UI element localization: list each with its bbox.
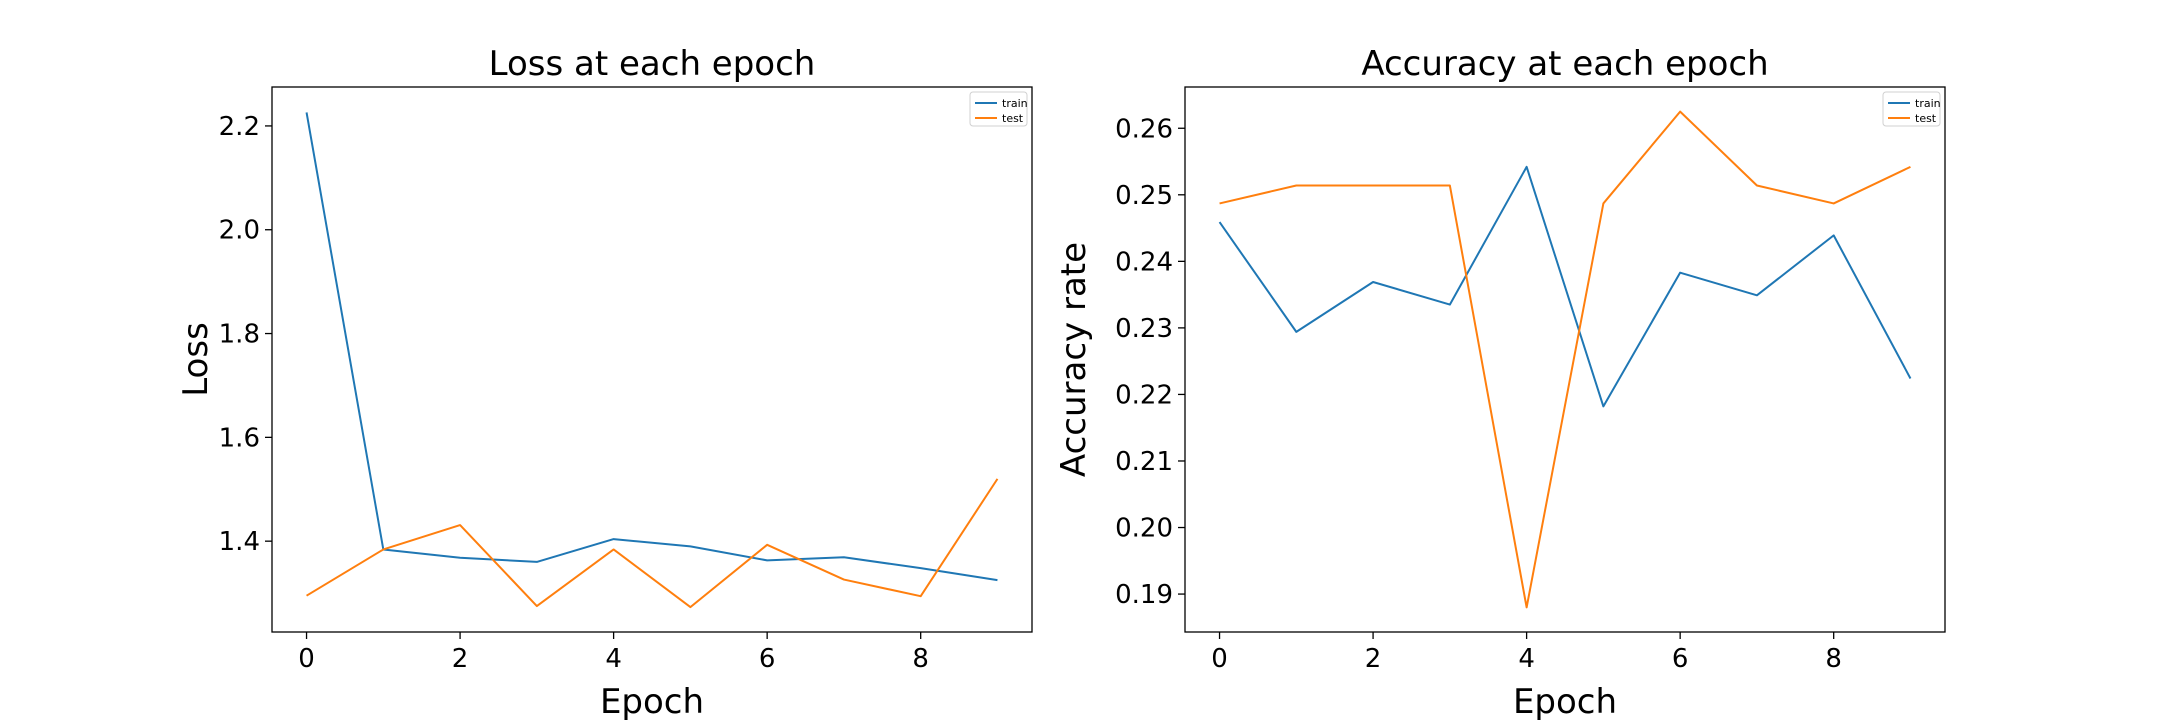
accuracy-x-tick-label: 0 (1211, 644, 1228, 674)
accuracy-y-tick-label: 0.22 (1115, 380, 1173, 410)
loss-y-axis-title: Loss (176, 322, 216, 397)
loss-y-tick-label: 2.0 (219, 216, 260, 246)
accuracy-x-tick-label: 2 (1365, 644, 1382, 674)
loss-x-tick-label: 4 (605, 644, 622, 674)
loss-x-tick-label: 6 (759, 644, 776, 674)
accuracy-y-tick-label: 0.23 (1115, 314, 1173, 344)
loss-x-tick-label: 8 (912, 644, 929, 674)
accuracy-series-test-line (1219, 110, 1911, 609)
accuracy-x-tick-label: 8 (1825, 644, 1842, 674)
loss-chart-title: Loss at each epoch (489, 44, 816, 84)
accuracy-y-axis-title: Accuracy rate (1054, 242, 1094, 477)
loss-y-tick-label: 1.6 (219, 423, 260, 453)
accuracy-plot-area (1184, 86, 1946, 633)
accuracy-y-tick-label: 0.25 (1115, 181, 1173, 211)
accuracy-legend-test-label: test (1915, 112, 1937, 125)
loss-y-tick-label: 1.8 (219, 320, 260, 350)
accuracy-x-tick-label: 4 (1518, 644, 1535, 674)
accuracy-y-tick-label: 0.26 (1115, 114, 1173, 144)
loss-x-tick-label: 0 (298, 644, 315, 674)
loss-x-tick-label: 2 (452, 644, 469, 674)
accuracy-y-tick-label: 0.21 (1115, 447, 1173, 477)
accuracy-y-tick-label: 0.24 (1115, 247, 1173, 277)
accuracy-y-tick-label: 0.19 (1115, 580, 1173, 610)
accuracy-series-train-line (1218, 165, 1912, 408)
loss-legend-test-label: test (1002, 112, 1024, 125)
accuracy-x-axis-title: Epoch (1513, 682, 1617, 720)
accuracy-y-tick-label: 0.20 (1115, 514, 1173, 544)
accuracy-x-tick-label: 6 (1672, 644, 1689, 674)
loss-plot-area (271, 86, 1033, 633)
accuracy-legend: train test (1882, 91, 1941, 127)
accuracy-chart-panel: Accuracy at each epoch Epoch Accuracy ra… (1054, 44, 1946, 720)
accuracy-legend-train-label: train (1915, 97, 1941, 110)
loss-x-axis-title: Epoch (600, 682, 704, 720)
loss-series-train-line (305, 112, 998, 582)
loss-legend-train-label: train (1002, 97, 1028, 110)
loss-y-tick-label: 2.2 (219, 112, 260, 142)
loss-series-test-line (306, 478, 999, 609)
loss-legend: train test (969, 91, 1028, 127)
accuracy-chart-title: Accuracy at each epoch (1361, 44, 1768, 84)
loss-chart-panel: Loss at each epoch Epoch Loss train test… (176, 44, 1033, 720)
loss-y-tick-label: 1.4 (219, 527, 260, 557)
